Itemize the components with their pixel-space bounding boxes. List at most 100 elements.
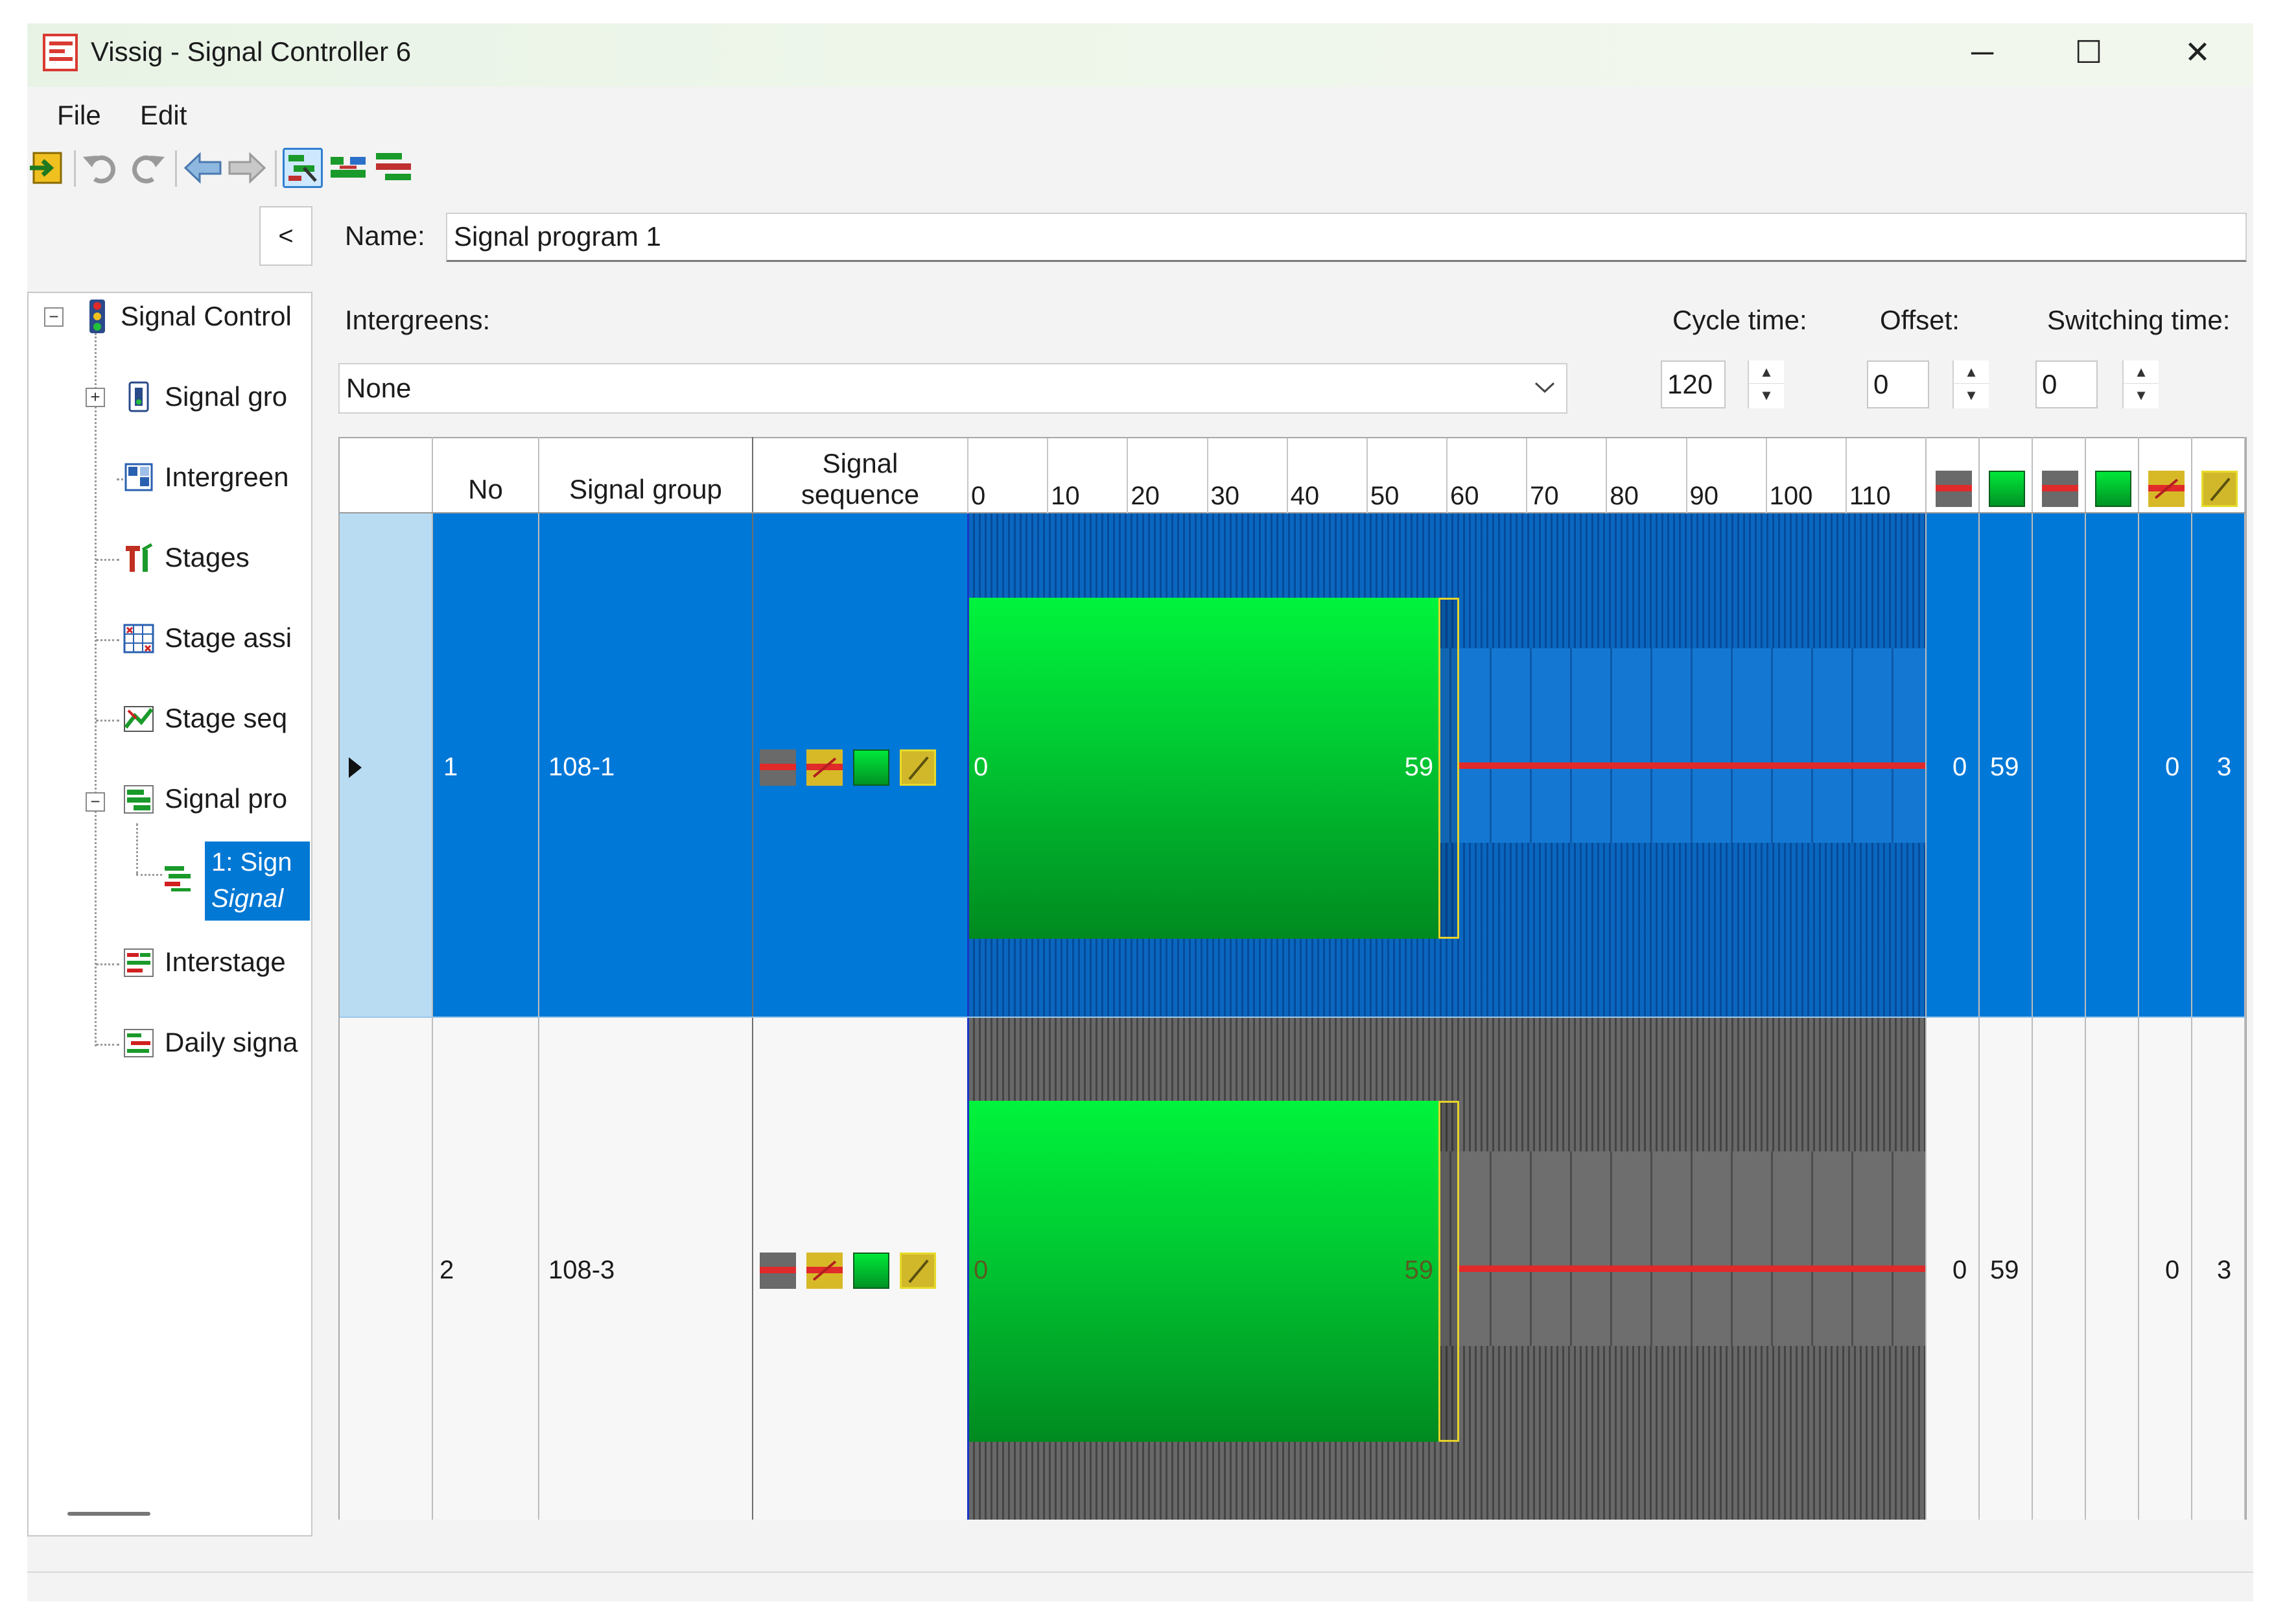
minimize-button[interactable]: ─ <box>1971 36 1993 70</box>
green-signal-icon[interactable] <box>853 749 889 786</box>
cell-green-end[interactable]: 59 <box>1990 1256 2019 1284</box>
name-input[interactable]: Signal program 1 <box>446 213 2247 262</box>
cell-green-end[interactable]: 59 <box>1990 753 2019 781</box>
tree-item-stage-sequence[interactable]: Stage seq <box>165 703 288 733</box>
stage-sequence-icon <box>123 701 154 735</box>
amber-signal-icon[interactable] <box>900 749 936 786</box>
spin-down-icon[interactable]: ▼ <box>2134 387 2148 403</box>
tree-connector <box>96 559 119 561</box>
timeline-tick <box>1606 438 1608 513</box>
intergreens-select[interactable]: None <box>338 363 1567 414</box>
tree-item-daily-signal-programs[interactable]: Daily signa <box>165 1027 298 1057</box>
timeline-tick <box>1526 438 1528 513</box>
row-signal-group[interactable]: 108-1 <box>548 753 615 781</box>
green-bar[interactable] <box>967 598 1438 939</box>
collapse-panel-button[interactable]: < <box>259 206 312 266</box>
tree-connector <box>136 823 138 874</box>
column-header-signal-sequence[interactable]: Signal <box>822 448 898 478</box>
exit-icon[interactable] <box>27 148 67 188</box>
tree-connector <box>96 720 119 722</box>
cell-red-end[interactable]: 0 <box>1952 753 1967 781</box>
mode-program-icon[interactable] <box>373 148 414 188</box>
tree-item-stage-assignment[interactable]: Stage assi <box>165 622 292 653</box>
tree-connector <box>136 874 162 876</box>
tree-connector <box>95 333 97 1046</box>
spin-up-icon[interactable]: ▲ <box>2124 360 2159 384</box>
spin-down-icon[interactable]: ▼ <box>1964 387 1978 403</box>
tree-item-signal-programs[interactable]: Signal pro <box>165 783 288 814</box>
column-divider <box>752 437 753 1520</box>
collapse-toggle-icon[interactable]: − <box>44 307 64 327</box>
tree-item-signal-groups[interactable]: Signal gro <box>165 381 288 412</box>
signal-group-icon <box>123 380 154 414</box>
column-divider <box>2085 437 2086 1520</box>
red-amber-signal-icon[interactable] <box>806 749 843 786</box>
offset-stepper[interactable]: ▲ ▼ <box>1952 360 1989 408</box>
timeline-tick-label: 50 <box>1370 482 1400 510</box>
close-button[interactable]: ✕ <box>2184 36 2211 70</box>
cell-amber[interactable]: 3 <box>2217 1256 2232 1284</box>
chevron-down-icon[interactable] <box>1534 375 1556 401</box>
back-icon[interactable] <box>183 148 223 188</box>
timeline-tick-label: 60 <box>1450 482 1479 510</box>
amber-bar[interactable] <box>1438 598 1459 939</box>
stages-icon <box>123 541 154 574</box>
red-amber-signal-icon[interactable] <box>806 1253 843 1289</box>
column-divider <box>1925 437 1927 1520</box>
red-signal-icon[interactable] <box>760 1253 796 1289</box>
amber-bar[interactable] <box>1438 1101 1459 1442</box>
cell-red-end[interactable]: 0 <box>1952 1256 1967 1284</box>
spin-up-icon[interactable]: ▲ <box>1954 360 1989 384</box>
spin-down-icon[interactable]: ▼ <box>1759 387 1774 403</box>
undo-icon[interactable] <box>80 148 121 188</box>
mode-stages-icon[interactable] <box>328 148 368 188</box>
cycle-time-input[interactable]: 120 <box>1661 360 1726 408</box>
cycle-time-stepper[interactable]: ▲ ▼ <box>1748 360 1784 408</box>
green-header-icon <box>1989 471 2025 507</box>
menu-file[interactable]: File <box>57 100 101 130</box>
maximize-button[interactable]: ☐ <box>2074 36 2103 70</box>
amber-signal-icon[interactable] <box>900 1253 936 1289</box>
mode-edit-icon[interactable] <box>283 148 323 188</box>
tree-scrollbar[interactable] <box>67 1512 150 1516</box>
offset-input[interactable]: 0 <box>1867 360 1929 408</box>
row-no[interactable]: 1 <box>443 753 458 781</box>
expand-toggle-icon[interactable]: + <box>86 388 105 407</box>
app-icon <box>43 34 78 71</box>
cell-red-amber[interactable]: 0 <box>2165 753 2180 781</box>
intergreen-icon <box>123 460 154 494</box>
switching-time-input[interactable]: 0 <box>2035 360 2098 408</box>
tree-item-stages[interactable]: Stages <box>165 542 250 572</box>
redo-icon[interactable] <box>127 148 167 188</box>
menu-edit[interactable]: Edit <box>140 100 187 130</box>
header-divider <box>340 512 2245 513</box>
switching-time-label: Switching time: <box>2047 305 2231 335</box>
column-divider <box>2244 437 2245 1520</box>
timeline-tick <box>1127 438 1129 513</box>
column-header-signal-group[interactable]: Signal group <box>569 474 722 504</box>
tree-item-signal-control[interactable]: Signal Control <box>121 301 292 331</box>
timeline-tick <box>1286 438 1288 513</box>
toolbar-separator <box>275 150 277 187</box>
column-header-no[interactable]: No <box>468 474 503 504</box>
green-signal-icon[interactable] <box>853 1253 889 1289</box>
tree-item-interstages[interactable]: Interstage <box>165 947 286 977</box>
spin-up-icon[interactable]: ▲ <box>1749 360 1784 384</box>
row-no[interactable]: 2 <box>440 1256 454 1284</box>
tree-item-intergreens[interactable]: Intergreen <box>165 462 289 492</box>
tree-connector <box>96 963 119 965</box>
cell-red-amber[interactable]: 0 <box>2165 1256 2180 1284</box>
timeline-tick-label: 20 <box>1131 482 1160 510</box>
collapse-toggle-icon[interactable]: − <box>86 792 105 812</box>
timeline-tick-label: 0 <box>971 482 986 510</box>
cell-amber[interactable]: 3 <box>2217 753 2232 781</box>
daily-signal-icon <box>123 1026 154 1059</box>
red-header-icon <box>2042 471 2078 507</box>
switching-time-stepper[interactable]: ▲ ▼ <box>2122 360 2159 408</box>
timeline-tick <box>1845 438 1847 513</box>
row-signal-group[interactable]: 108-3 <box>548 1256 615 1284</box>
forward-icon[interactable] <box>227 148 267 188</box>
tree-item-signal-program-1[interactable]: 1: Sign Signal <box>205 841 310 921</box>
red-signal-icon[interactable] <box>760 749 796 786</box>
green-bar[interactable] <box>967 1101 1438 1442</box>
